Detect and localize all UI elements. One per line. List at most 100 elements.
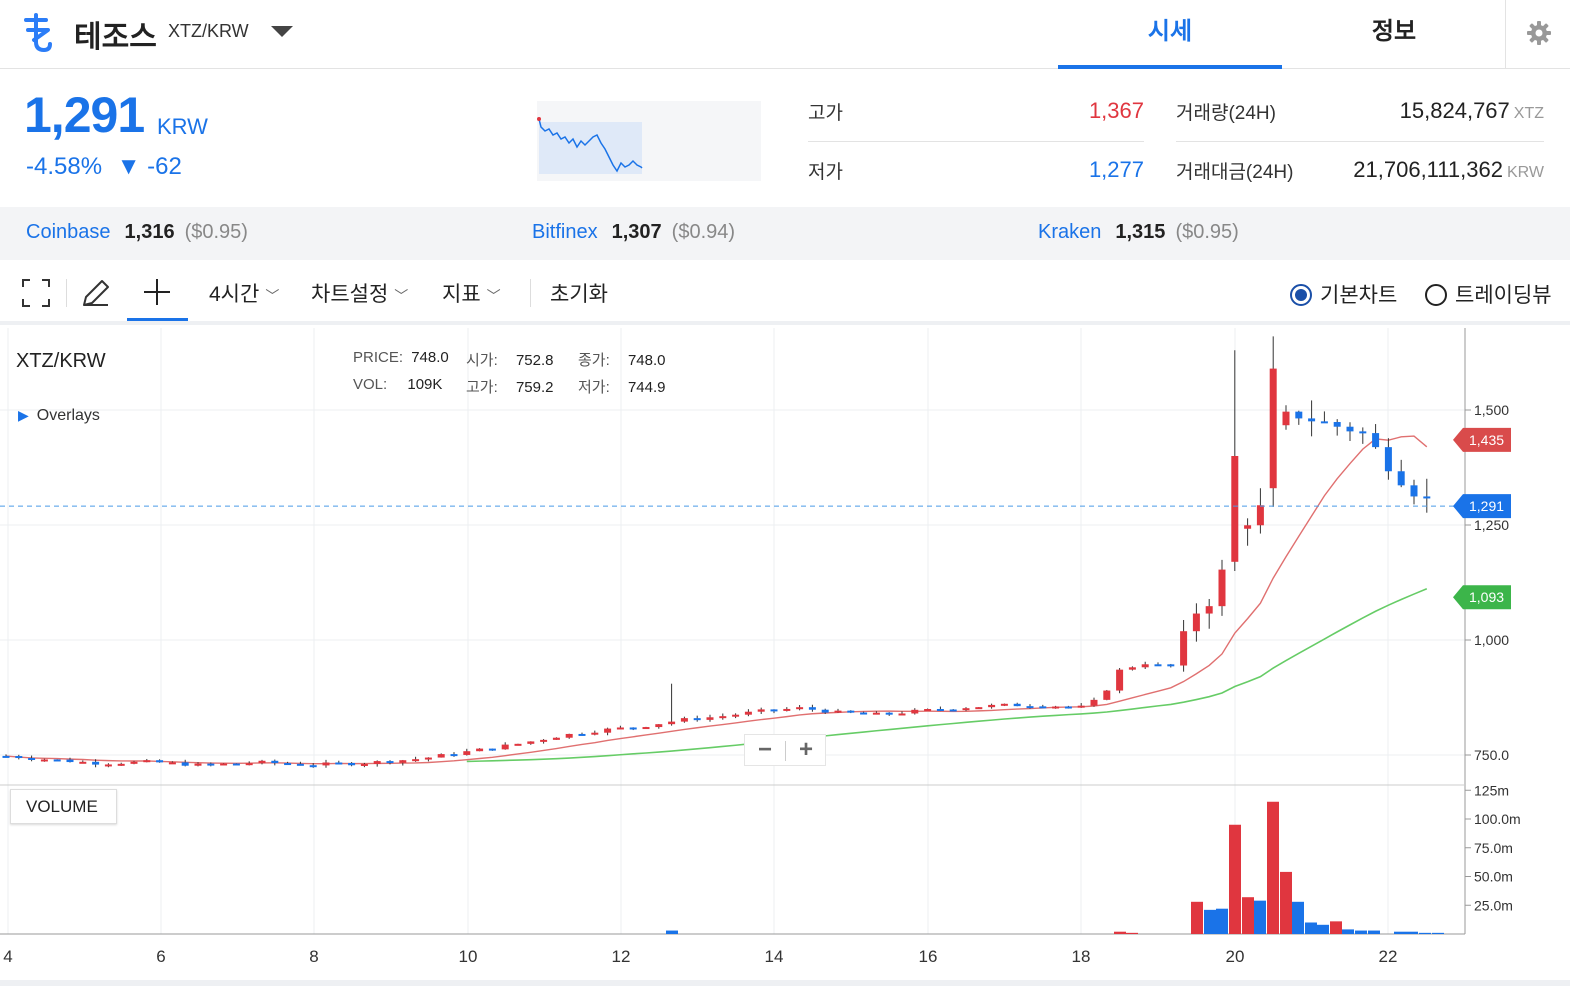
chart-settings-label: 차트설정 — [311, 283, 389, 306]
amount-label: 거래대금(24H) — [1176, 162, 1294, 183]
price-tag-badge — [1453, 494, 1511, 519]
candle-body — [1192, 613, 1200, 632]
candle-body — [552, 737, 560, 740]
volume-tick-label: 75.0m — [1474, 840, 1513, 856]
candle-body — [975, 707, 983, 710]
candle-body — [1039, 706, 1047, 709]
exchange-usd: ($0.95) — [184, 221, 248, 243]
candle-body — [872, 712, 880, 715]
candlestick-chart[interactable]: 1,500 1,250 1,000 750.0 4 6 8 10 12 14 16 18 20 22 1,4… — [0, 328, 1570, 980]
price-tag-label: 1,093 — [1469, 589, 1504, 605]
exchange-price: 1,315 — [1115, 221, 1166, 243]
candle-body — [1231, 456, 1239, 562]
toolbar-separator — [66, 279, 67, 307]
candle-body — [437, 754, 445, 758]
tab-info[interactable]: 정보 — [1371, 18, 1417, 45]
volume-bar — [1317, 924, 1329, 934]
candle-body — [911, 709, 919, 714]
ohlc-value: 744.9 — [627, 379, 666, 396]
ohlc-key: VOL: — [353, 376, 388, 393]
current-price: 1,291 — [24, 87, 145, 143]
candle-body — [719, 716, 727, 719]
radio-tradingview[interactable]: 트레이딩뷰 — [1425, 279, 1552, 309]
pair-dropdown-icon[interactable] — [271, 26, 293, 37]
exchange-coinbase[interactable]: Coinbase 1,316 ($0.95) — [26, 221, 248, 244]
candle-body — [322, 762, 330, 766]
candle-body — [296, 763, 304, 766]
change-absolute: ▼ -62 — [116, 153, 182, 180]
candle-body — [1269, 368, 1277, 489]
ohlc-value: 748.0 — [411, 349, 449, 366]
candle-body — [668, 721, 676, 725]
exchange-bitfinex[interactable]: Bitfinex 1,307 ($0.94) — [532, 221, 735, 244]
zoom-out-button[interactable]: − — [757, 736, 772, 763]
candle-body — [834, 710, 842, 713]
radio-basic-chart[interactable]: 기본차트 — [1290, 279, 1397, 309]
ohlc-volume: VOL: 109K — [353, 376, 442, 393]
exchange-name: Bitfinex — [532, 221, 598, 243]
pencil-icon[interactable] — [80, 277, 112, 309]
candle-body — [1154, 664, 1162, 667]
candle-body — [514, 743, 522, 746]
settings-button[interactable] — [1505, 0, 1570, 69]
candle-body — [28, 757, 36, 760]
ohlc-high: 고가: 759.2 — [466, 376, 554, 397]
y-tick-label: 1,000 — [1474, 632, 1509, 648]
candle-body — [629, 727, 637, 730]
indicators-label: 지표 — [442, 283, 481, 306]
top-header: 테조스 XTZ/KRW 시세 정보 — [0, 0, 1570, 69]
chart-title: XTZ/KRW — [16, 350, 106, 372]
zoom-in-button[interactable]: + — [798, 736, 813, 763]
candle-body — [143, 760, 151, 763]
price-tag-badge — [1453, 427, 1511, 452]
candle-body — [655, 724, 663, 728]
low-label: 저가 — [808, 162, 843, 183]
candle-body — [1397, 471, 1405, 486]
exchange-kraken[interactable]: Kraken 1,315 ($0.95) — [1038, 221, 1239, 244]
chart-settings-dropdown[interactable]: 차트설정 ﹀ — [311, 278, 408, 308]
candle-body — [130, 761, 138, 764]
ohlc-value: 748.0 — [627, 352, 666, 369]
candle-body — [207, 763, 215, 766]
overlays-toggle[interactable]: ▶ Overlays — [18, 407, 100, 425]
chevron-down-icon: ﹀ — [486, 288, 501, 304]
candle-body — [156, 760, 164, 763]
candle-body — [744, 711, 752, 715]
volume-value-box: 15,824,767 XTZ — [1300, 98, 1544, 124]
tab-market[interactable]: 시세 — [1058, 0, 1282, 69]
fullscreen-icon[interactable] — [22, 279, 50, 307]
candle-body — [642, 727, 650, 730]
candle-body — [335, 762, 343, 765]
radio-unselected-icon — [1425, 284, 1447, 306]
candle-body — [463, 751, 471, 755]
candle-body — [1218, 569, 1226, 607]
price-tag-label: 1,435 — [1469, 432, 1504, 448]
price-tag-badge — [1453, 585, 1511, 610]
candle-body — [412, 759, 420, 762]
candle-body — [220, 763, 228, 766]
y-tick-label: 750.0 — [1474, 747, 1509, 763]
x-tick-label: 6 — [156, 947, 165, 966]
sparkline-line — [538, 118, 643, 173]
candle-body — [1295, 411, 1303, 419]
indicators-dropdown[interactable]: 지표 ﹀ — [442, 278, 501, 308]
candle-body — [1052, 706, 1060, 709]
exchange-prices-bar: Coinbase 1,316 ($0.95) Bitfinex 1,307 ($0.94… — [0, 207, 1570, 260]
stats-divider-right — [1176, 141, 1544, 142]
candle-body — [860, 712, 868, 715]
volume-bar — [1126, 932, 1138, 934]
ohlc-key: 저가: — [578, 379, 610, 396]
reset-button[interactable]: 초기화 — [550, 283, 608, 306]
candle-body — [706, 717, 714, 720]
crosshair-icon[interactable] — [142, 277, 172, 307]
toolbar-separator — [530, 279, 531, 307]
interval-dropdown[interactable]: 4시간 ﹀ — [209, 278, 279, 308]
overlays-label: Overlays — [36, 407, 100, 424]
candle-body — [92, 761, 100, 765]
candle-body — [821, 709, 829, 713]
candle-body — [693, 718, 701, 721]
price-chart-area[interactable]: 1,500 1,250 1,000 750.0 4 6 8 10 12 14 16 18 20 22 1,4… — [0, 328, 1570, 980]
stats-divider-left — [808, 141, 1144, 142]
x-tick-label: 12 — [612, 947, 631, 966]
candle-body — [1116, 669, 1124, 691]
